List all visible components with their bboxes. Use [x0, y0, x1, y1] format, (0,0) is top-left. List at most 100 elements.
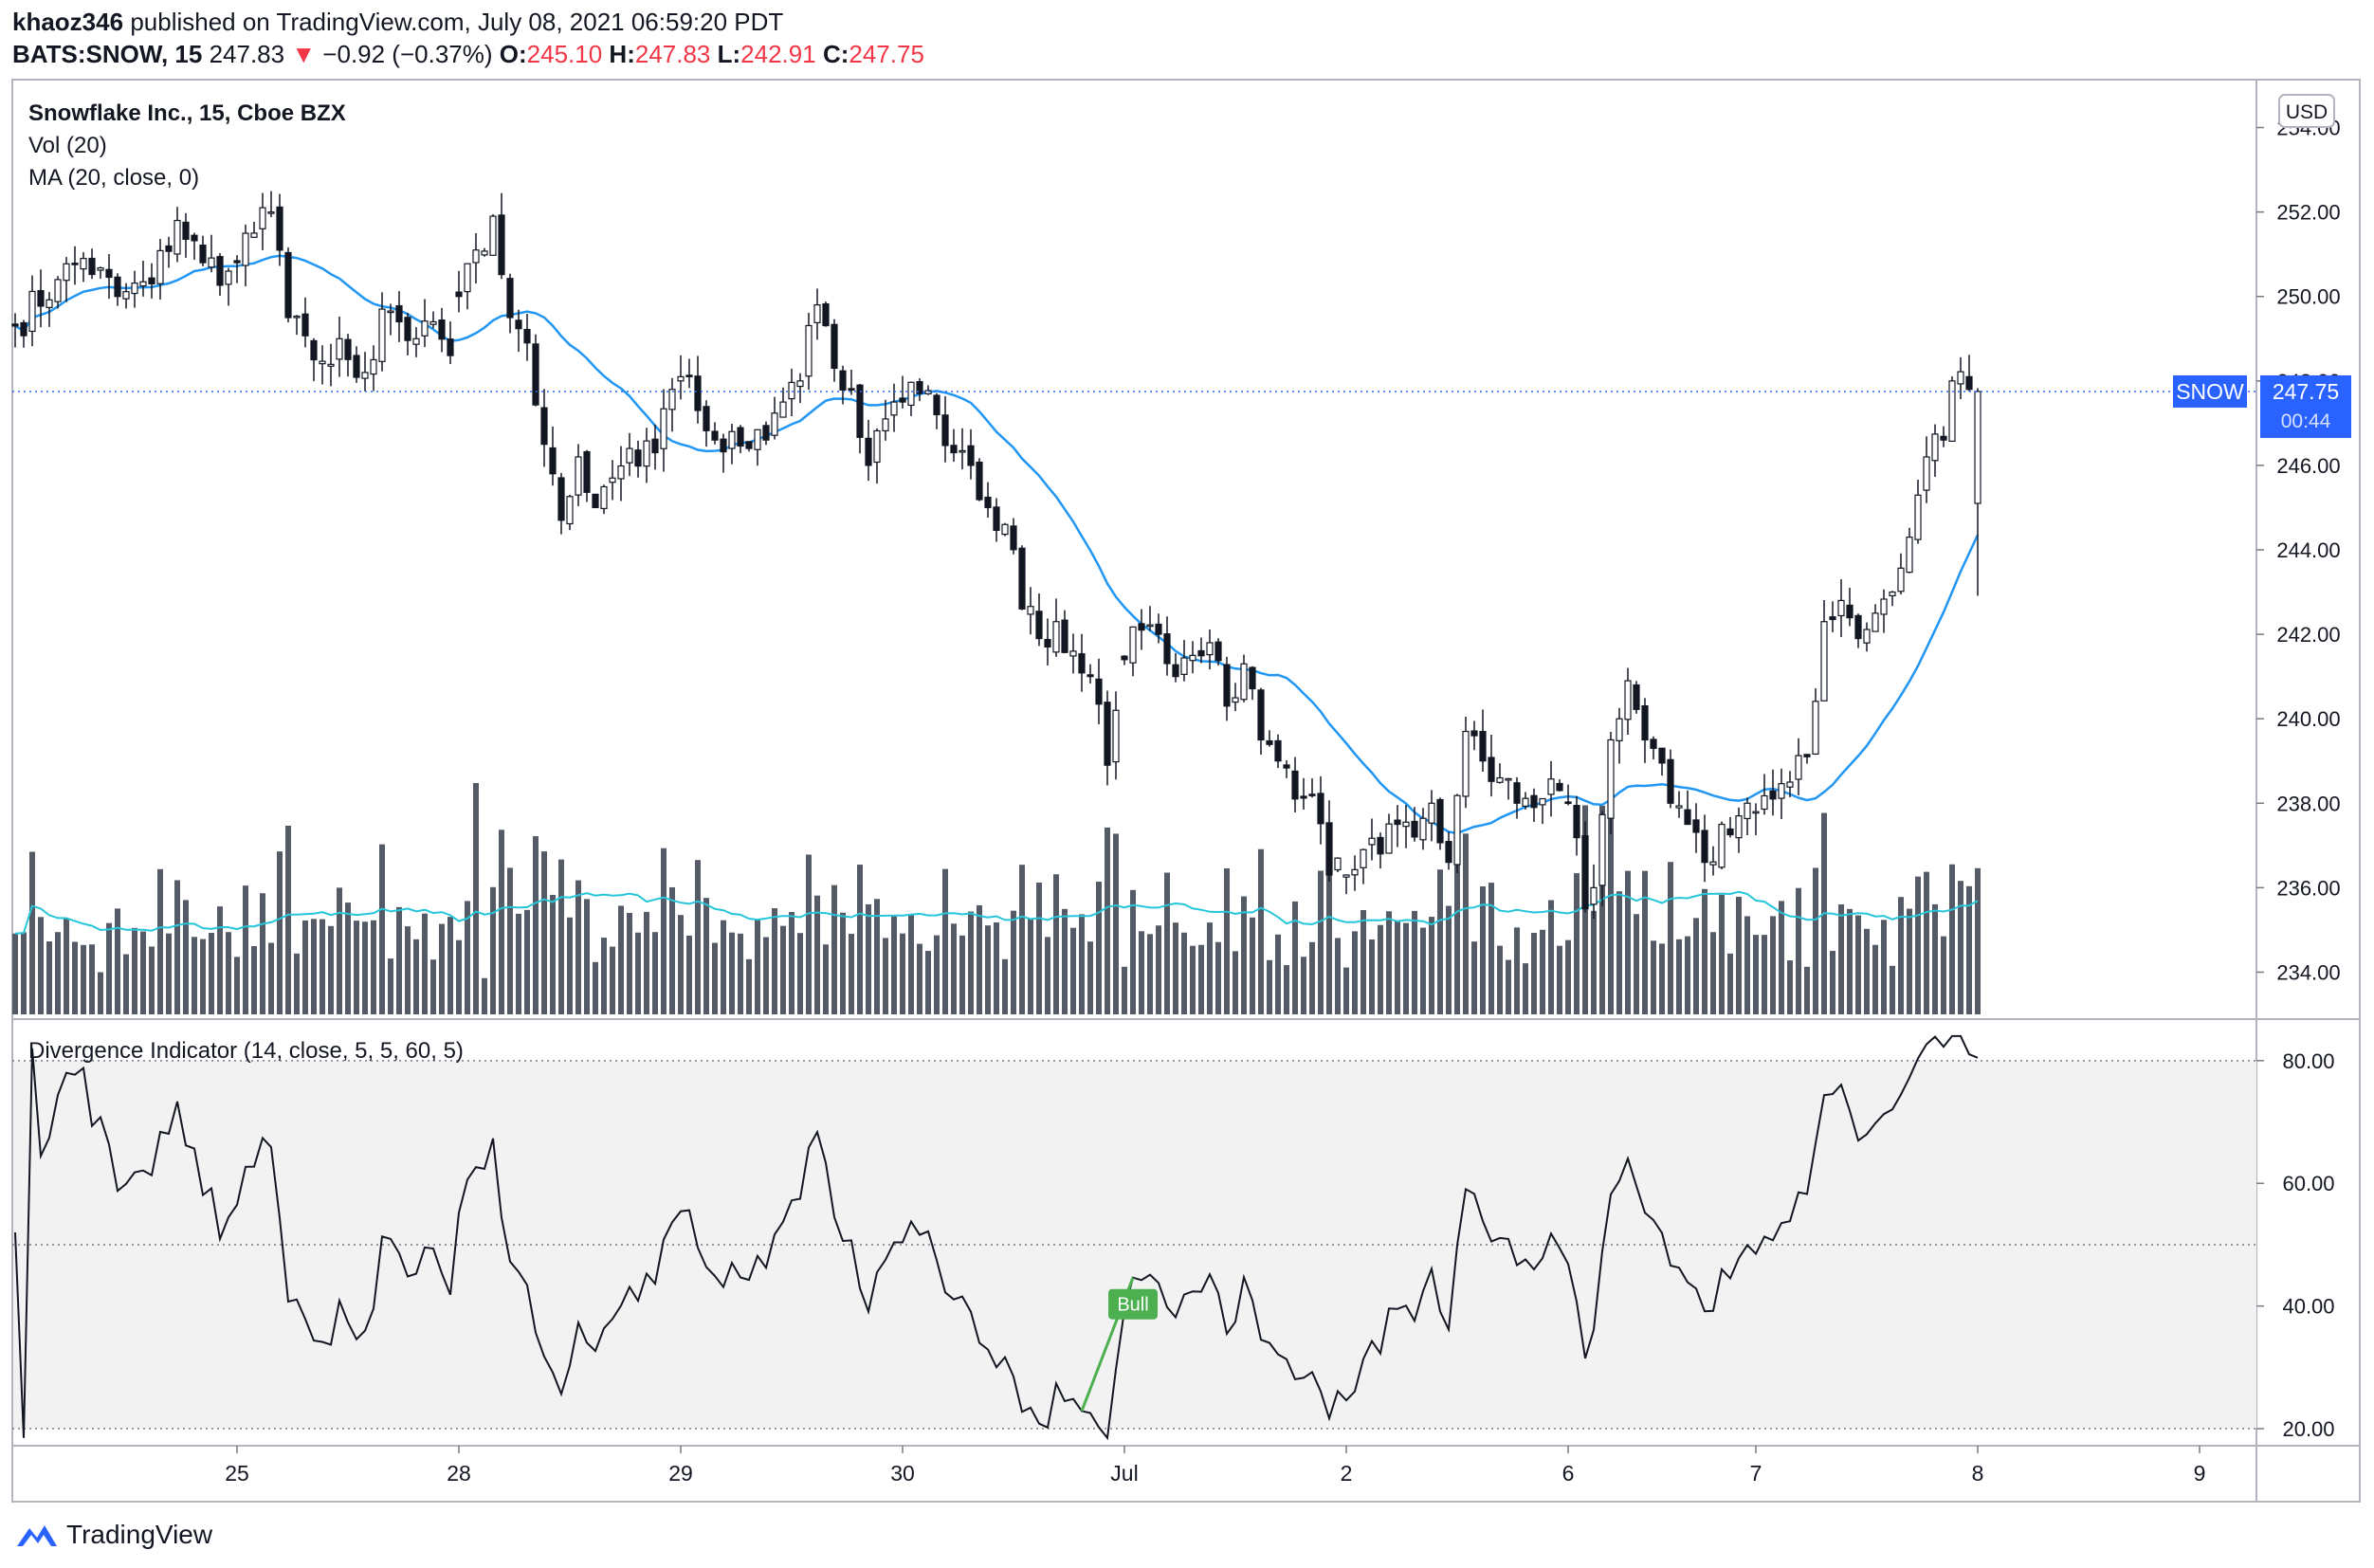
volume-bar [1693, 918, 1699, 1014]
candle-body [1974, 391, 1981, 504]
volume-bar [1190, 945, 1196, 1014]
currency-box[interactable] [2278, 94, 2335, 128]
candle-body [839, 370, 847, 391]
volume-bar [1224, 868, 1230, 1014]
candle-body [455, 291, 463, 298]
candle-body [1488, 757, 1495, 782]
candle-body [438, 319, 446, 340]
candle-body [592, 493, 599, 509]
candle-body [1189, 654, 1196, 662]
candle-body [1240, 663, 1248, 701]
candle-body [37, 289, 45, 307]
close-value: 247.75 [849, 40, 924, 68]
candle-body [1394, 819, 1401, 826]
candle-body [216, 256, 224, 286]
volume-bar [447, 917, 453, 1014]
volume-bar [627, 912, 632, 1014]
volume-bar [1770, 916, 1776, 1014]
price-tick-label: 244.00 [2276, 538, 2340, 562]
legend-oscillator[interactable]: Divergence Indicator (14, close, 5, 5, 6… [28, 1038, 464, 1064]
volume-bar [1855, 915, 1861, 1014]
volume-bar [149, 946, 155, 1014]
volume-bar [1941, 936, 1946, 1014]
volume-bar [396, 906, 402, 1014]
candle-body [737, 427, 744, 447]
volume-bar [81, 944, 86, 1014]
candle-body [191, 234, 198, 242]
candle-body [1470, 730, 1478, 737]
volume-bar [806, 854, 812, 1014]
volume-bar [379, 844, 385, 1014]
volume-bar [268, 942, 274, 1014]
publisher-name[interactable]: khaoz346 [12, 8, 124, 36]
candle-body [1274, 739, 1282, 762]
volume-bar [968, 911, 974, 1014]
volume-bar [507, 867, 513, 1014]
volume-bar [1634, 914, 1639, 1014]
currency-button[interactable]: USD [2278, 94, 2335, 128]
footer-brand[interactable]: TradingView [66, 1520, 213, 1549]
volume-bar [1796, 887, 1801, 1014]
volume-bar [89, 944, 95, 1014]
candle-body [1479, 731, 1487, 762]
candle-body [1573, 805, 1580, 839]
candle-body [882, 418, 889, 432]
candle-body [788, 381, 795, 400]
volume-bar [1011, 910, 1016, 1014]
volume-bar [405, 926, 411, 1014]
candle-body [63, 263, 70, 282]
candle-body [301, 313, 309, 337]
time-tick-label: 8 [1972, 1461, 1984, 1486]
chart-frame [11, 79, 2361, 1503]
candle-body [1718, 823, 1726, 868]
volume-bar [746, 958, 752, 1014]
legend-ma[interactable]: MA (20, close, 0) [28, 165, 199, 191]
candle-body [651, 438, 659, 454]
candle-body [1522, 797, 1529, 807]
candle-body [11, 323, 19, 327]
candle-body [114, 276, 121, 298]
candle-body [105, 268, 113, 279]
volume-bar [610, 946, 615, 1014]
candle-body [694, 375, 702, 411]
candle-body [498, 214, 505, 276]
volume-bar [1147, 934, 1153, 1014]
legend-volume[interactable]: Vol (20) [28, 133, 107, 158]
volume-bar [814, 895, 820, 1014]
candle-body [1641, 704, 1649, 741]
volume-bar [1233, 951, 1238, 1014]
volume-bar [1437, 869, 1443, 1014]
tradingview-logo-icon[interactable] [15, 1521, 59, 1549]
volume-bar [1753, 935, 1759, 1014]
candle-body [899, 397, 906, 403]
open-label: O: [499, 40, 527, 68]
volume-bar [1395, 921, 1400, 1014]
time-tick-label: 29 [668, 1461, 693, 1486]
candle-body [46, 299, 53, 308]
volume-bar [1181, 932, 1187, 1014]
volume-bar [686, 935, 692, 1014]
candle-body [720, 438, 727, 453]
candle-body [1812, 701, 1819, 755]
time-tick-label: 6 [1562, 1461, 1575, 1486]
candle-body [1334, 857, 1342, 871]
candle-body [1308, 793, 1316, 796]
time-tick-label: Jul [1110, 1461, 1138, 1486]
volume-bar [1915, 876, 1921, 1014]
volume-bar [635, 932, 641, 1014]
candle-body [1112, 709, 1120, 763]
candle-body [1846, 604, 1854, 619]
volume-bar [345, 903, 351, 1014]
candle-body [1035, 611, 1043, 640]
candle-body [1505, 777, 1512, 781]
candle-body [532, 343, 539, 406]
candle-body [1266, 739, 1273, 745]
candle-body [472, 249, 480, 264]
price-change: −0.92 (−0.37%) [322, 40, 493, 68]
candle-body [1854, 614, 1862, 640]
volume-bar [1898, 897, 1904, 1014]
candle-body [148, 277, 155, 284]
volume-bar [1062, 908, 1068, 1014]
candle-body [1675, 805, 1683, 809]
